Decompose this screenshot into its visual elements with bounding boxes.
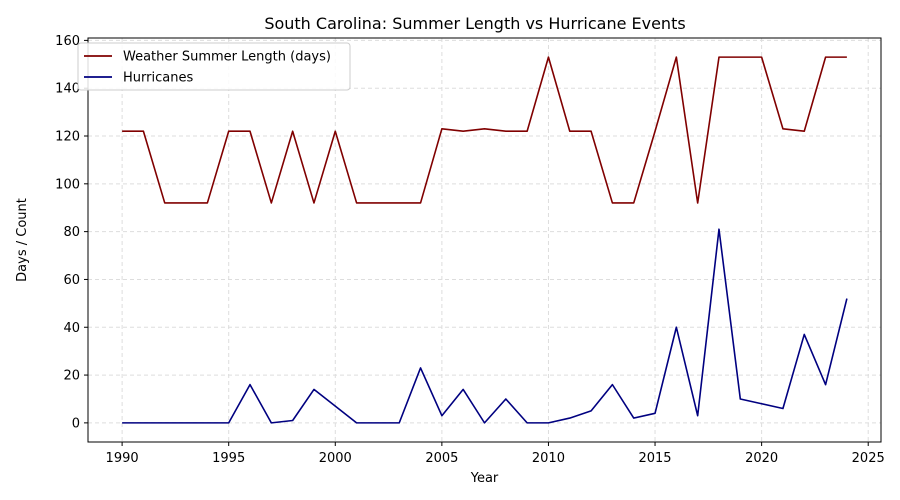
x-tick-label: 2015 [638, 451, 671, 466]
series-line-2 [122, 228, 848, 424]
x-axis-label: Year [470, 471, 499, 486]
x-tick-label: 2010 [532, 451, 565, 466]
x-tick-label: 2020 [745, 451, 778, 466]
series-group [122, 56, 848, 424]
legend-box [77, 42, 351, 91]
grid [88, 38, 881, 442]
y-axis: 0 20 40 60 80 100 120 140 160 [55, 34, 88, 431]
y-axis-label: Days / Count [15, 198, 30, 282]
x-tick-label: 2000 [319, 451, 352, 466]
legend: Weather Summer Length (days) Hurricanes [77, 42, 351, 91]
legend-label: Weather Summer Length (days) [123, 50, 331, 65]
x-axis: 1990 1995 2000 2005 2010 2015 2020 2025 [106, 442, 885, 466]
y-tick-label: 100 [55, 177, 80, 192]
y-tick-label: 40 [63, 321, 80, 336]
legend-label: Hurricanes [123, 71, 193, 86]
x-tick-label: 1995 [212, 451, 245, 466]
x-tick-label: 2025 [852, 451, 885, 466]
y-tick-label: 0 [72, 416, 80, 431]
y-tick-label: 160 [55, 34, 80, 49]
x-tick-label: 1990 [106, 451, 139, 466]
chart-title: South Carolina: Summer Length vs Hurrica… [264, 14, 685, 33]
plot-area-frame [87, 37, 882, 443]
y-tick-label: 80 [63, 225, 80, 240]
y-tick-label: 20 [63, 369, 80, 384]
x-tick-label: 2005 [425, 451, 458, 466]
y-tick-label: 140 [55, 82, 80, 97]
series-line-1 [122, 56, 847, 204]
y-tick-label: 60 [63, 273, 80, 288]
y-tick-label: 120 [55, 130, 80, 145]
